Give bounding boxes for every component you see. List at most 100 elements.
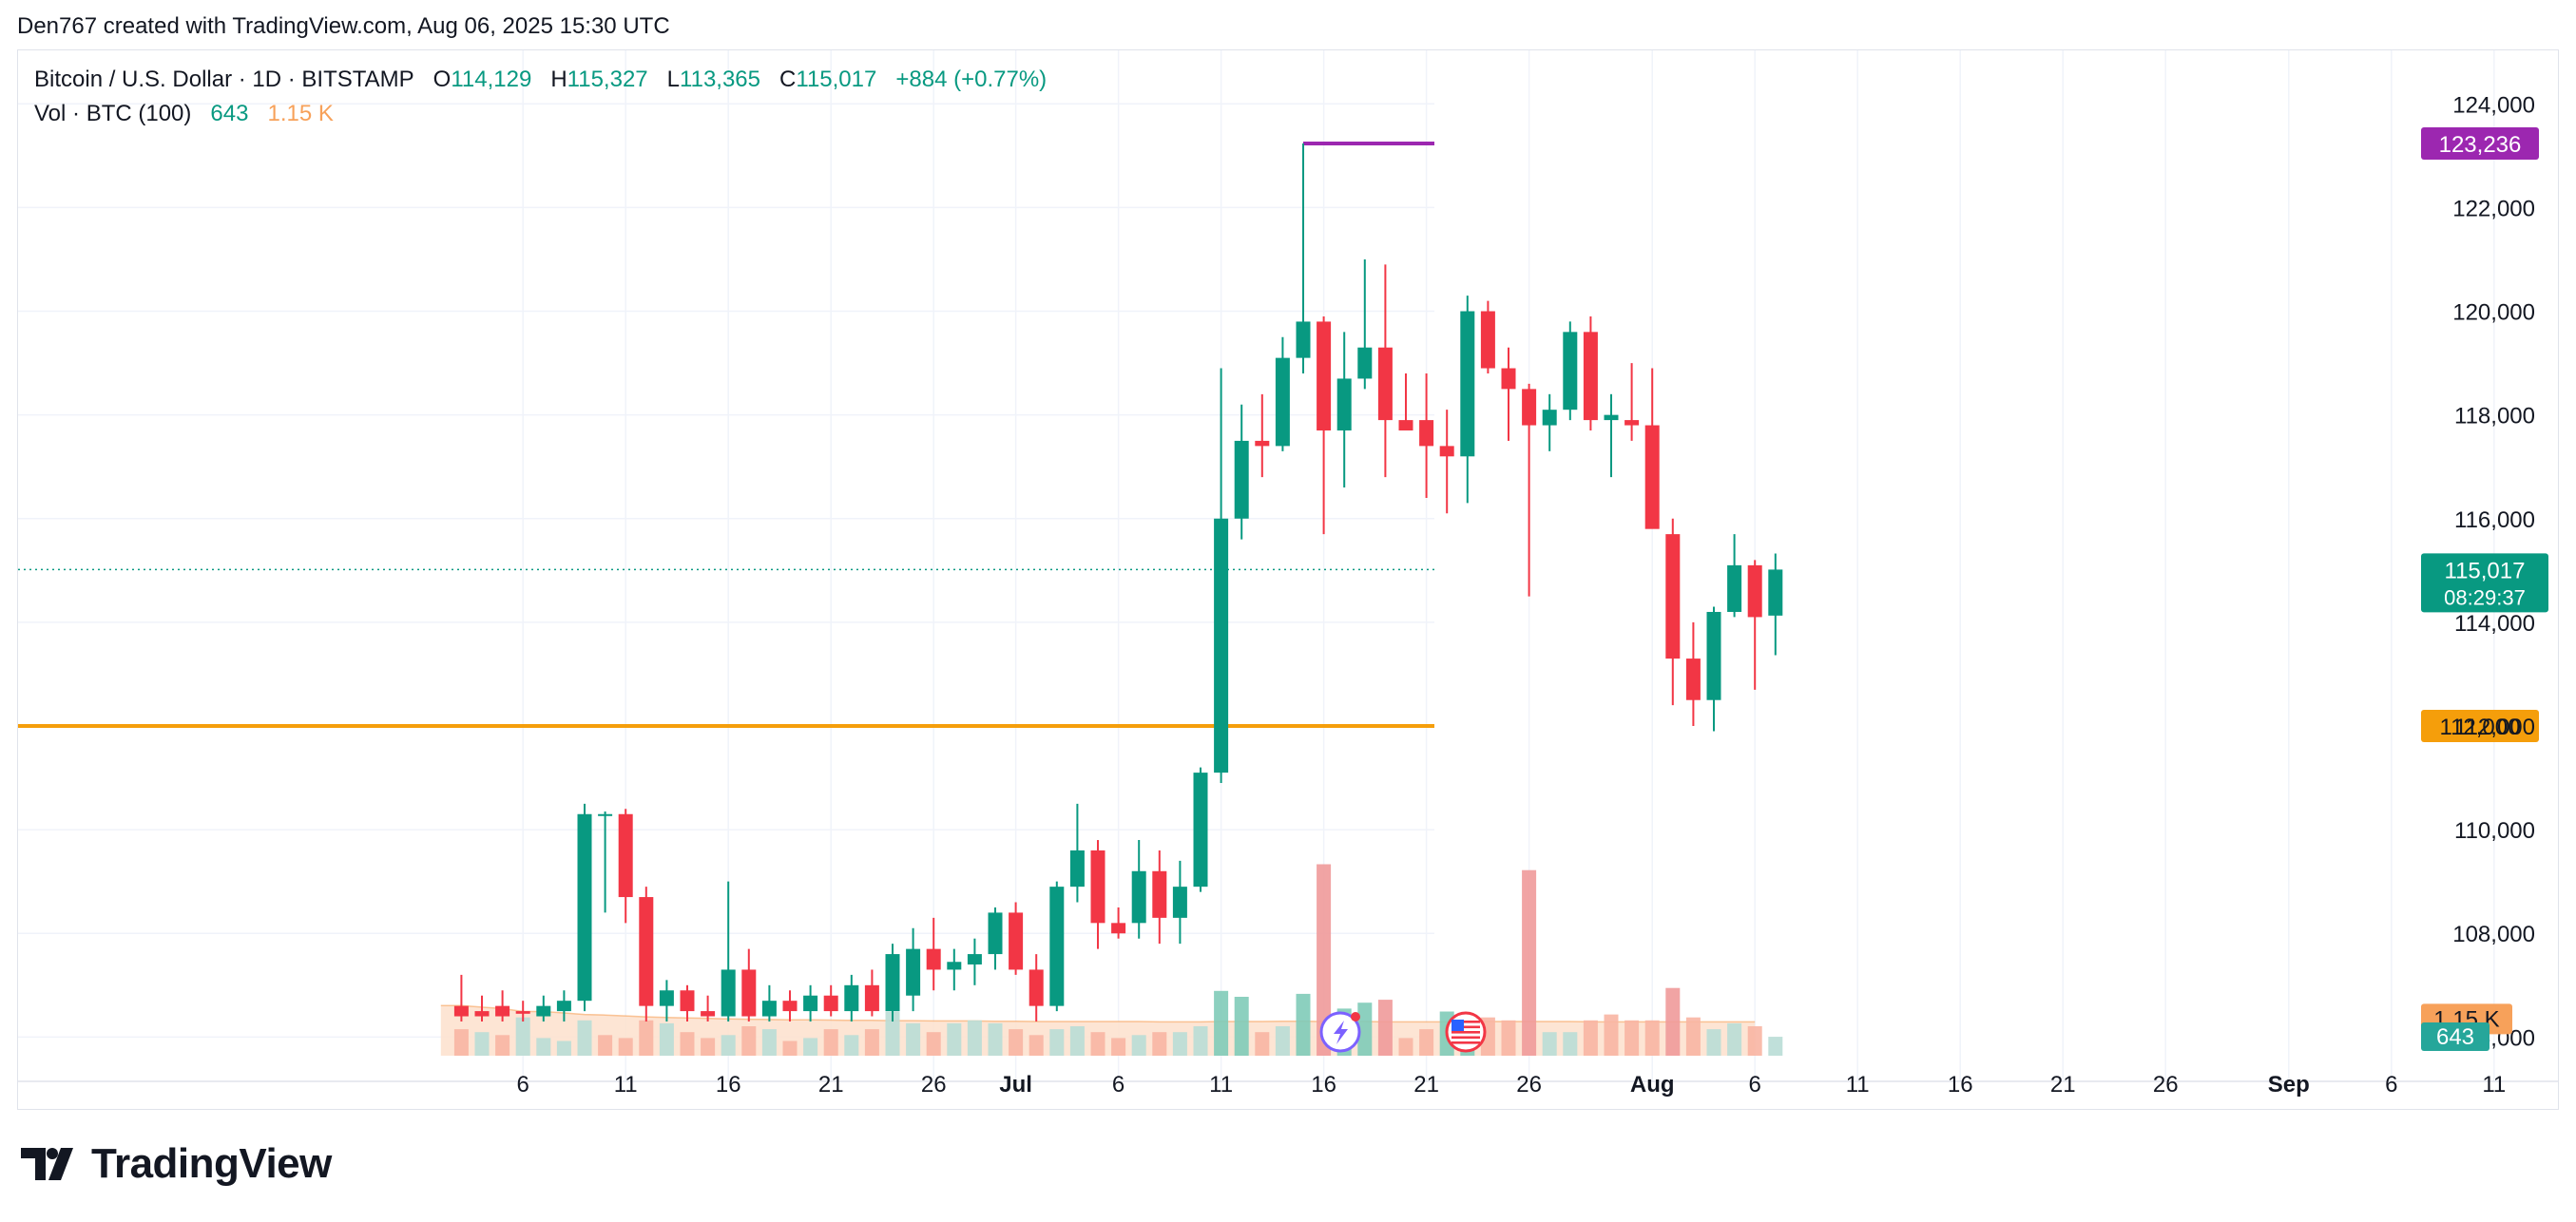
support-level-label-bg [2421,710,2539,743]
candle-body [1522,389,1537,426]
candle-body [803,995,818,1012]
volume-bar [1069,1026,1085,1056]
candle-body [1357,347,1373,379]
volume-bar [782,1041,798,1056]
volume-bar [1111,1038,1126,1056]
x-tick-label: 11 [2482,1072,2506,1098]
volume-bar [988,1022,1003,1056]
support-level-label: 112,000 [2440,715,2521,740]
candle-body [680,990,695,1012]
volume-bar [1131,1035,1146,1056]
x-tick-label: 26 [2153,1072,2179,1098]
tradingview-brand[interactable]: TradingView [21,1140,332,1188]
chart-frame: 123,236 112,000 124,000 122,000 120,000 118,… [17,49,2559,1110]
candle-body [1275,357,1290,447]
volume-bar [1172,1032,1187,1056]
candle-body [1604,414,1619,421]
candle-body [495,1005,510,1017]
volume-bar [577,1020,592,1056]
x-tick-label: 6 [1112,1072,1125,1098]
volume-bar [926,1032,941,1056]
candle-body [556,1001,571,1012]
candle-body [1768,569,1783,616]
y-tick-label: 112,000 [2454,715,2535,740]
volume-bar [1727,1022,1742,1056]
volume-bar [1296,993,1311,1056]
volume-bar [639,1020,654,1056]
close-value: 115,017 [796,67,877,92]
candle-body [1747,564,1762,618]
volume-value: 643 [210,101,249,126]
candle-body [1624,420,1640,426]
volume-bar [1193,1026,1208,1056]
volume-bar [761,1029,777,1056]
volume-bar [1563,1032,1578,1056]
volume-bar [1009,1029,1024,1056]
candle-body [823,995,838,1012]
x-tick-label: Jul [999,1072,1032,1098]
volume-title[interactable]: Vol · BTC (100) [34,101,192,126]
brand-name: TradingView [91,1140,332,1187]
candle-body [1563,332,1578,411]
volume-bar [556,1041,571,1056]
x-tick-label: 16 [716,1072,741,1098]
volume-bar [474,1032,490,1056]
tradingview-logo-icon [21,1148,73,1180]
x-tick-label: 21 [1413,1072,1439,1098]
candle-body [1317,321,1332,431]
price-chart[interactable]: 123,236 112,000 124,000 122,000 120,000 118,… [18,50,2558,1109]
change-value: +884 (+0.77%) [895,67,1048,92]
lightning-bolt-icon [1334,1021,1348,1044]
volume-bar [701,1038,716,1056]
candle-body [453,1005,469,1017]
ath-level-label-bg [2421,126,2539,160]
candle-body [1480,311,1495,369]
x-tick-label: 6 [1749,1072,1761,1098]
volume-bar [1049,1029,1065,1056]
volume-bar [536,1038,551,1056]
flag-stripe [1451,1041,1480,1044]
volume-bar [618,1038,633,1056]
flag-stripe [1451,1036,1480,1040]
low-value: 113,365 [680,67,761,92]
candle-body [1296,321,1311,358]
volume-bar [1583,1020,1598,1056]
x-tick-label: 11 [614,1072,638,1098]
volume-bar [1624,1020,1640,1056]
flag-stripe [1451,1021,1480,1023]
candle-body [741,969,757,1017]
volume-ma-value: 1.15 K [267,101,334,126]
ohlc-legend: Bitcoin / U.S. Dollar · 1D · BITSTAMP O1… [34,67,1047,93]
flag-canton [1451,1020,1464,1031]
chart-caption: Den767 created with TradingView.com, Aug… [17,13,670,39]
candle-body [1255,440,1270,447]
candle-body [761,1001,777,1017]
candle-body [782,1001,798,1012]
volume-bar [598,1035,613,1056]
candle-body [1214,518,1229,773]
candle-body [926,948,941,970]
candle-body [906,948,921,996]
x-tick-label: Sep [2268,1072,2310,1098]
candle-body [947,962,962,970]
x-tick-label: 6 [517,1072,529,1098]
symbol-title[interactable]: Bitcoin / U.S. Dollar · 1D · BITSTAMP [34,67,414,92]
high-label: H [550,67,567,92]
volume-bar [1706,1029,1721,1056]
volume-bar [659,1022,674,1056]
volume-bar [947,1022,962,1056]
x-tick-label: 16 [1311,1072,1336,1098]
x-tick-label: 11 [1209,1072,1233,1098]
candle-body [1172,887,1187,918]
volume-bar [1398,1038,1413,1056]
y-tick-label: 116,000 [2454,507,2535,533]
volume-bar [1542,1032,1557,1056]
y-tick-label: 122,000 [2452,196,2535,221]
ath-level-label: 123,236 [2439,132,2522,158]
candle-body [864,984,879,1012]
volume-label: 643 [2436,1024,2474,1050]
volume-bar [453,1029,469,1056]
candle-body [1419,420,1434,447]
x-tick-label: 21 [818,1072,844,1098]
candle-body [659,990,674,1006]
